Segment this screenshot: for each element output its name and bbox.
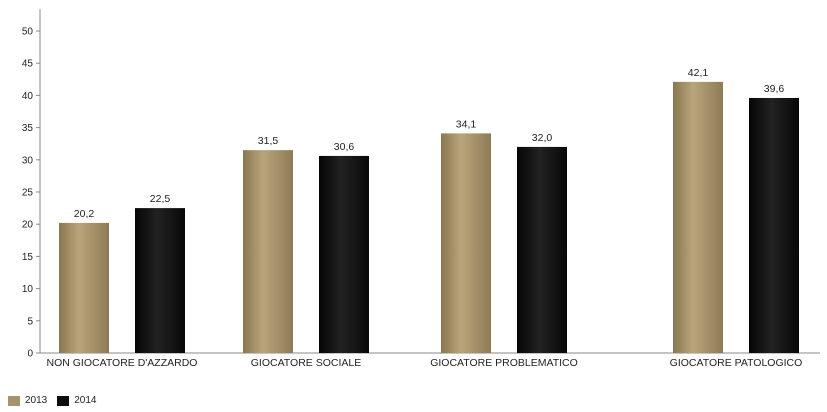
y-tick-label: 45	[22, 59, 34, 70]
bar-2013-cat-3	[673, 81, 723, 353]
y-tick-label: 25	[22, 188, 34, 199]
data-label-2014-cat-1: 30,6	[334, 141, 355, 153]
y-tick-label: 10	[22, 284, 34, 295]
legend-swatch-2014	[57, 395, 70, 406]
bar-2013-cat-0	[59, 222, 109, 353]
labels: 20,2 22,5 NON GIOCATORE D'AZZARDO 31,5 30,6 G…	[47, 67, 803, 369]
category-label-3: GIOCATORE PATOLOGICO	[670, 357, 803, 369]
y-tick-label: 5	[27, 316, 33, 327]
bar-2014-cat-2	[517, 146, 567, 353]
y-tick-label: 15	[22, 252, 34, 263]
data-label-2013-cat-0: 20,2	[74, 208, 95, 220]
data-label-2013-cat-2: 34,1	[456, 118, 477, 130]
bar-chart: 0 5 10 15 20 25 30 35 40 45 50 20,2 22,5 NON GIOCATO…	[22, 9, 820, 369]
data-label-2014-cat-0: 22,5	[150, 193, 171, 205]
bar-2014-cat-1	[319, 155, 369, 353]
legend-item-2013: 2013	[8, 395, 47, 406]
y-tick-label: 40	[22, 91, 34, 102]
y-tick-label: 50	[22, 27, 34, 38]
data-label-2013-cat-3: 42,1	[688, 67, 709, 79]
category-label-1: GIOCATORE SOCIALE	[251, 357, 361, 369]
bar-2013-cat-2	[441, 133, 491, 353]
y-tick-label: 30	[22, 155, 34, 166]
legend-label-2013: 2013	[25, 395, 48, 406]
bars	[59, 81, 799, 353]
legend-label-2014: 2014	[74, 395, 97, 406]
legend: 2013 2014	[8, 395, 97, 406]
data-label-2014-cat-2: 32,0	[532, 132, 553, 144]
y-tick-label: 20	[22, 220, 34, 231]
y-tick-label: 0	[27, 349, 33, 360]
bar-2013-cat-1	[243, 150, 293, 353]
y-tick-label: 35	[22, 123, 34, 134]
data-label-2014-cat-3: 39,6	[764, 83, 785, 95]
category-label-0: NON GIOCATORE D'AZZARDO	[47, 357, 198, 369]
bar-2014-cat-0	[135, 208, 185, 353]
category-label-2: GIOCATORE PROBLEMATICO	[430, 357, 578, 369]
bar-2014-cat-3	[749, 97, 799, 353]
legend-swatch-2013	[8, 395, 20, 406]
legend-item-2014: 2014	[57, 395, 97, 406]
data-label-2013-cat-1: 31,5	[258, 135, 279, 147]
